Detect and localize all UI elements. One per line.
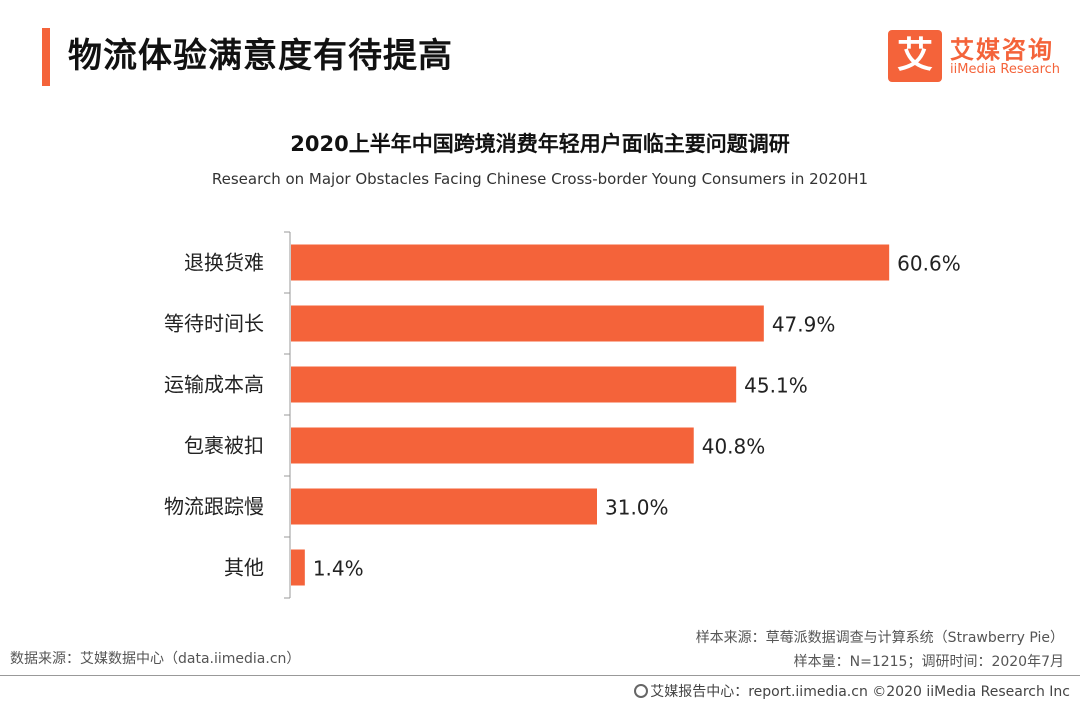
footer-text: 艾媒报告中心：report.iimedia.cn ©2020 iiMedia R… bbox=[650, 684, 1070, 700]
bar bbox=[291, 488, 597, 525]
value-label: 47.9% bbox=[772, 313, 836, 337]
value-label: 31.0% bbox=[605, 496, 669, 520]
logo-name-cn: 艾媒咨询 bbox=[950, 36, 1054, 64]
footer: 艾媒报告中心：report.iimedia.cn ©2020 iiMedia R… bbox=[634, 681, 1070, 701]
bar bbox=[291, 366, 737, 403]
category-label: 包裹被扣 bbox=[184, 434, 264, 458]
data-source: 数据来源：艾媒数据中心（data.iimedia.cn） bbox=[10, 651, 301, 667]
brand-logo: 艾 艾媒咨询 iiMedia Research bbox=[888, 30, 1060, 82]
value-label: 45.1% bbox=[744, 374, 808, 398]
globe-icon bbox=[634, 684, 649, 698]
category-label: 其他 bbox=[224, 556, 264, 580]
sample-source: 样本来源：草莓派数据调查与计算系统（Strawberry Pie） bbox=[695, 630, 1064, 646]
logo-name-en: iiMedia Research bbox=[950, 62, 1061, 77]
footer-divider bbox=[0, 675, 1080, 676]
category-label: 物流跟踪慢 bbox=[164, 495, 264, 519]
category-label: 等待时间长 bbox=[164, 312, 264, 336]
value-label: 60.6% bbox=[897, 252, 961, 276]
bar bbox=[291, 244, 890, 281]
sample-size: 样本量：N=1215；调研时间：2020年7月 bbox=[793, 654, 1064, 670]
chart-subtitle: Research on Major Obstacles Facing Chine… bbox=[211, 170, 869, 188]
logo-mark-icon: 艾 bbox=[888, 30, 942, 82]
value-label: 1.4% bbox=[313, 557, 364, 581]
bar bbox=[291, 549, 305, 586]
bar bbox=[291, 427, 694, 464]
category-label: 运输成本高 bbox=[164, 373, 264, 397]
title-accent-bar bbox=[42, 28, 50, 86]
page-title: 物流体验满意度有待提高 bbox=[68, 36, 453, 76]
category-label: 退换货难 bbox=[184, 251, 264, 275]
chart-title: 2020上半年中国跨境消费年轻用户面临主要问题调研 bbox=[290, 132, 790, 156]
bar bbox=[291, 305, 764, 342]
value-label: 40.8% bbox=[702, 435, 766, 459]
